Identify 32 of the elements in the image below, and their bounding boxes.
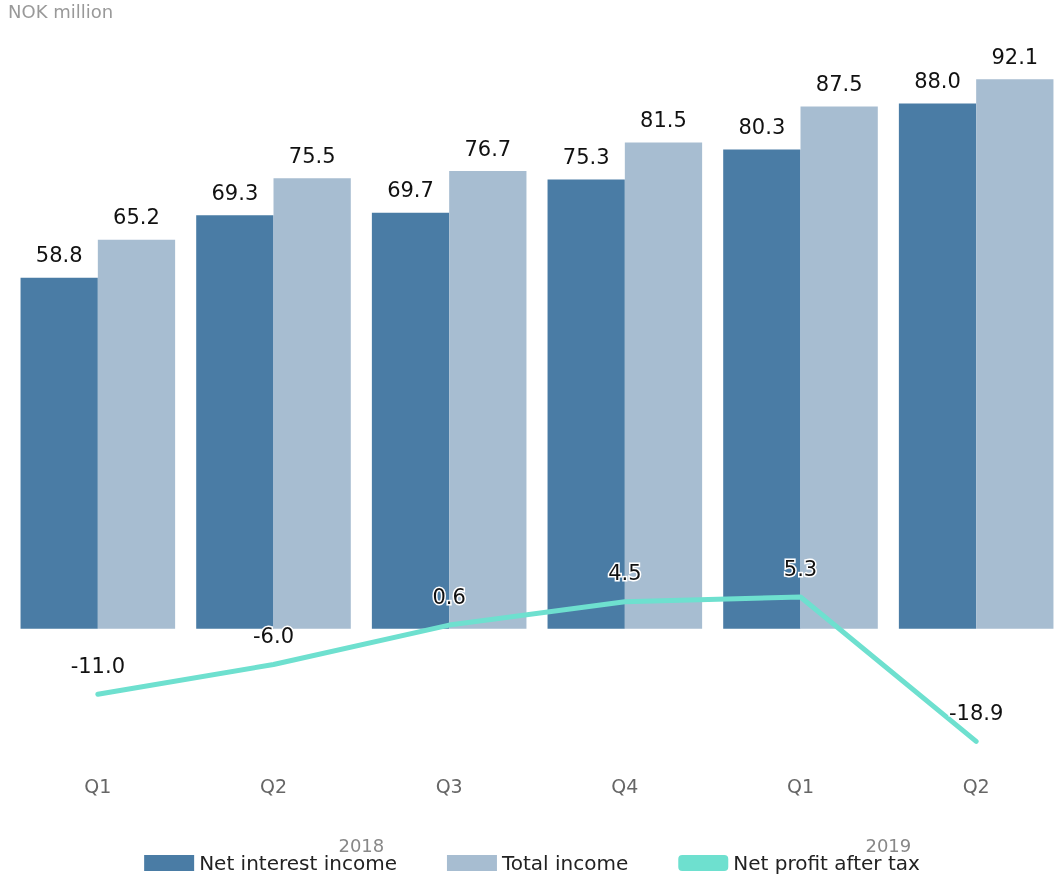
- data-label: 80.3: [738, 115, 786, 140]
- data-label: 81.5: [640, 107, 687, 132]
- data-label: 87.5: [815, 72, 863, 97]
- data-label: 65.2: [113, 205, 160, 230]
- data-label: 5.3: [783, 556, 818, 581]
- bar: [273, 178, 351, 629]
- data-label: 4.5: [608, 561, 642, 586]
- y-axis-title: NOK million: [8, 0, 114, 22]
- legend-label: Total income: [500, 851, 629, 875]
- data-label: 76.7: [464, 136, 512, 161]
- data-label: 88.0: [914, 69, 961, 94]
- data-label: 69.7: [387, 178, 434, 203]
- x-tick-label: Q2: [259, 774, 288, 797]
- x-tick-label: Q1: [84, 774, 112, 797]
- x-tick-label: Q2: [962, 774, 990, 797]
- x-tick-label: Q1: [786, 774, 815, 797]
- bar: [97, 239, 176, 629]
- x-tick-label: Q4: [611, 774, 639, 797]
- x-tick-label: Q3: [435, 774, 463, 797]
- data-label: 92.1: [991, 44, 1039, 69]
- data-label: -6.0: [253, 623, 294, 648]
- data-label: 0.6: [432, 584, 466, 609]
- data-label: 69.3: [211, 180, 259, 205]
- data-label: 58.8: [35, 243, 83, 268]
- bar: [976, 79, 1054, 629]
- bar: [20, 277, 98, 629]
- bar: [196, 215, 274, 629]
- data-label: -18.9: [948, 700, 1004, 725]
- data-label: 75.3: [562, 144, 610, 169]
- bar: [898, 103, 977, 629]
- data-label: 75.5: [288, 143, 336, 168]
- data-label: -11.0: [70, 653, 126, 678]
